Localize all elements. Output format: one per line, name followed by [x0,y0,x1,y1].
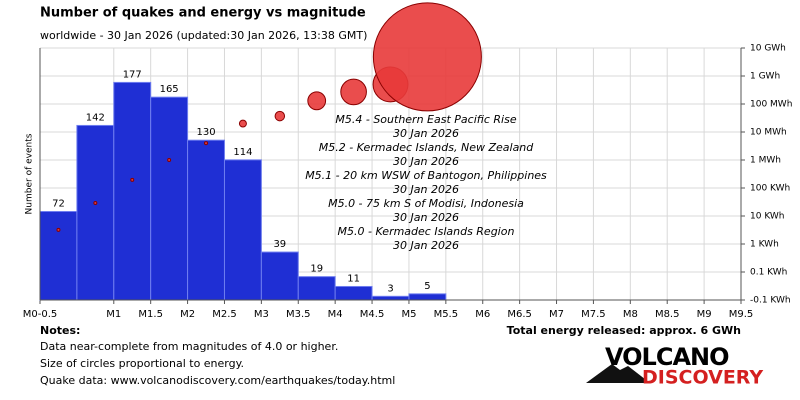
note: Size of circles proportional to energy. [40,357,244,370]
x-tick-label: M0-0.5 [23,309,58,320]
energy-circle [238,119,247,128]
energy-circle [56,227,61,232]
bar [39,210,78,301]
bar [76,124,115,301]
x-tick-label: M2.5 [212,309,237,320]
x-tick-label: M5 [401,309,416,320]
x-tick-label: M9.5 [729,309,754,320]
x-tick-label: M1 [106,309,121,320]
y-axis-label: Number of events [25,133,35,214]
x-tick-label: M4 [328,309,343,320]
energy-circle [130,177,135,182]
data-label: 5 [424,281,430,292]
bar [408,293,447,301]
logo-text: DISCOVERY [642,367,763,389]
data-label: 165 [160,84,179,95]
annotation: M5.4 - Southern East Pacific Rise [335,113,516,126]
bar [223,159,262,301]
y2-tick-label: 1 KWh [750,240,779,250]
x-tick-label: M7 [549,309,564,320]
annotation: 30 Jan 2026 [393,127,459,140]
y2-tick-label: 1 GWh [750,72,780,82]
note: Data near-complete from magnitudes of 4.… [40,340,338,353]
data-label: 177 [123,69,142,80]
x-tick-label: M7.5 [581,309,606,320]
data-label: 114 [233,147,252,158]
bar [334,285,373,301]
energy-circle [167,158,172,162]
data-label: 39 [273,239,286,250]
x-tick-label: M4.5 [360,309,385,320]
energy-circle [372,2,482,112]
x-tick-label: M3 [254,309,269,320]
y2-tick-label: 1 MWh [750,156,781,166]
y2-tick-label: 0.1 KWh [750,268,787,278]
chart-title: Number of quakes and energy vs magnitude [40,6,366,21]
energy-circle [307,91,327,111]
x-tick-label: M2 [180,309,195,320]
data-label: 3 [387,283,393,294]
bar [187,139,225,301]
annotation: 30 Jan 2026 [393,211,459,224]
bar [297,276,336,301]
x-tick-label: M8.5 [655,309,680,320]
energy-circle [93,201,98,206]
annotation: 30 Jan 2026 [393,155,459,168]
y2-tick-label: 10 KWh [750,212,785,222]
note: Quake data: www.volcanodiscovery.com/ear… [40,374,395,387]
total-energy: Total energy released: approx. 6 GWh [507,324,741,337]
y2-tick-label: 100 MWh [750,100,792,110]
annotation: M5.0 - Kermadec Islands Region [338,225,515,238]
data-label: 19 [310,264,323,275]
bar [371,295,410,301]
annotation: M5.0 - 75 km S of Modisi, Indonesia [328,197,524,210]
annotation: M5.2 - Kermadec Islands, New Zealand [319,141,535,154]
y2-tick-label: 10 MWh [750,128,787,138]
bar [260,251,299,301]
energy-circle [203,141,209,146]
bar [113,81,152,301]
data-label: 11 [347,273,360,284]
x-tick-label: M1.5 [138,309,163,320]
y2-tick-label: 100 KWh [750,184,790,194]
logo-text: VOLCANO [605,343,729,371]
x-tick-label: M9 [697,309,712,320]
y2-tick-label: 10 GWh [750,44,786,54]
annotation: M5.1 - 20 km WSW of Bantogon, Philippine… [305,169,547,182]
x-tick-label: M5.5 [434,309,459,320]
chart-subtitle: worldwide - 30 Jan 2026 (updated:30 Jan … [40,29,367,42]
y2-tick-label: -0.1 KWh [750,296,791,306]
x-tick-label: M8 [623,309,638,320]
x-tick-label: M6 [475,309,490,320]
data-label: 142 [86,112,105,123]
bar [150,96,189,301]
x-tick-label: M6.5 [507,309,532,320]
notes-title: Notes: [40,324,80,337]
annotation: 30 Jan 2026 [393,183,459,196]
data-label: 130 [196,127,215,138]
annotation: 30 Jan 2026 [393,239,459,252]
data-label: 72 [52,198,65,209]
logo-mountain [586,364,650,383]
x-tick-label: M3.5 [286,309,311,320]
logo: VOLCANO DISCOVERY [586,343,763,389]
energy-circle [340,78,367,106]
energy-circle [274,110,286,122]
